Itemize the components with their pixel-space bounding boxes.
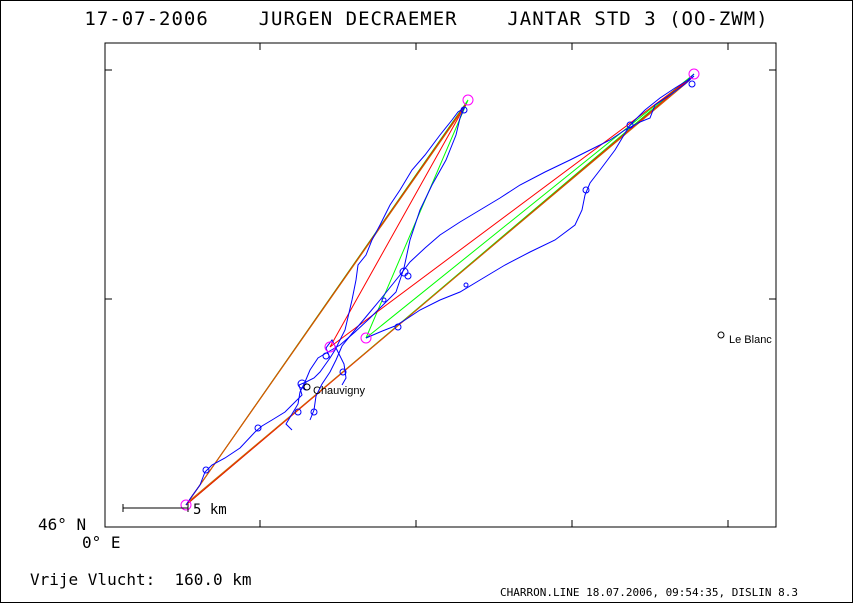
- place-marker-chauvigny: [303, 383, 311, 391]
- axis-ticks: [105, 43, 776, 527]
- plot-frame: [104, 42, 777, 528]
- flight-distance: Vrije Vlucht: 160.0 km: [30, 570, 252, 589]
- flight-date: 17-07-2006: [84, 8, 209, 30]
- gps-track: [185, 73, 696, 506]
- footer-info: CHARRON.LINE 18.07.2006, 09:54:35, DISLI…: [500, 586, 799, 599]
- final-leg: [187, 79, 691, 503]
- place-label-le-blanc: Le Blanc: [729, 334, 772, 346]
- turnpoint-4: [688, 68, 700, 80]
- turnpoint-2: [324, 341, 336, 353]
- turnpoint-3: [360, 332, 372, 344]
- turnpoints: [180, 68, 700, 511]
- scale-bar: [122, 504, 189, 512]
- glider-name: JANTAR STD 3 (OO-ZWM): [507, 8, 769, 30]
- distance-value: 160.0 km: [174, 570, 252, 589]
- lon-label: 0° E: [82, 533, 121, 552]
- pilot-name: JURGEN DECRAEMER: [258, 8, 458, 30]
- page-title: 17-07-2006 JURGEN DECRAEMER JANTAR STD 3…: [0, 8, 853, 30]
- scale-label: 5 km: [193, 502, 227, 518]
- turnpoint-start: [180, 499, 192, 511]
- place-label-chauvigny: Chauvigny: [313, 385, 365, 397]
- turnpoint-1: [462, 94, 474, 106]
- place-marker-le-blanc: [717, 331, 725, 339]
- lat-label: 46° N: [38, 515, 87, 534]
- distance-label: Vrije Vlucht:: [30, 570, 156, 589]
